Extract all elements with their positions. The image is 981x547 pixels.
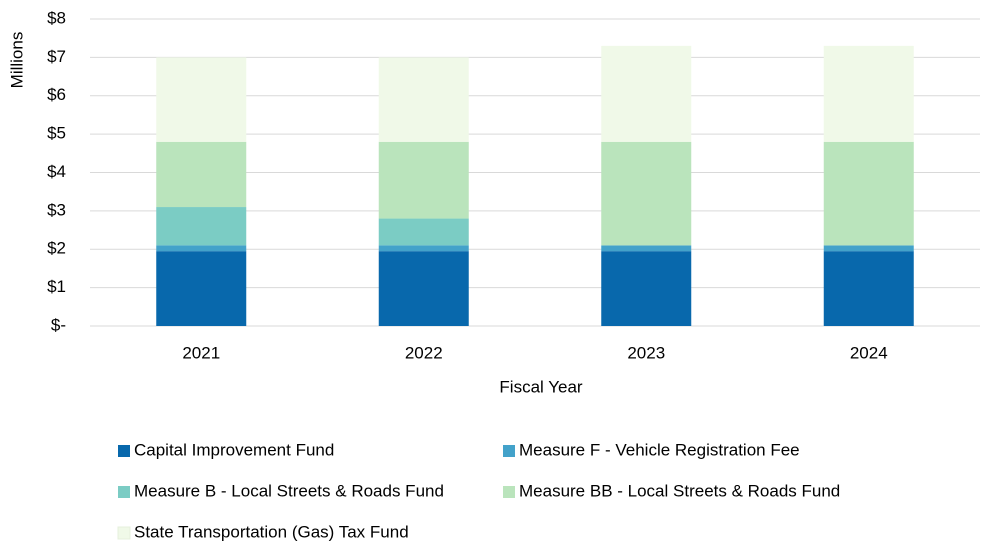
y-tick-label: $7 xyxy=(47,47,66,66)
legend-swatch xyxy=(503,445,515,457)
y-tick-label: $2 xyxy=(47,239,66,258)
bar-segment xyxy=(378,251,469,326)
bar-segment xyxy=(156,141,247,208)
legend-swatch xyxy=(117,526,131,540)
bar-segment xyxy=(601,45,692,142)
bar-segment xyxy=(156,251,247,326)
x-tick-label: 2024 xyxy=(850,343,888,362)
y-tick-label: $6 xyxy=(47,85,66,104)
bar-segment xyxy=(823,141,914,246)
bar-segment xyxy=(378,57,469,142)
y-tick-label: $5 xyxy=(47,124,66,143)
y-tick-label: $- xyxy=(51,315,66,334)
y-tick-label: $4 xyxy=(47,162,66,181)
legend-swatch xyxy=(118,486,130,498)
legend-label: Measure F - Vehicle Registration Fee xyxy=(519,440,800,459)
x-tick-label: 2022 xyxy=(405,343,443,362)
y-tick-label: $1 xyxy=(47,277,66,296)
bar-segment xyxy=(378,245,469,252)
x-axis-label: Fiscal Year xyxy=(499,377,582,396)
legend-label: Capital Improvement Fund xyxy=(134,440,334,459)
legend-swatch xyxy=(503,486,515,498)
bar-segment xyxy=(378,218,469,246)
bar-segment xyxy=(601,245,692,252)
y-tick-label: $3 xyxy=(47,200,66,219)
legend-label: Measure BB - Local Streets & Roads Fund xyxy=(519,481,840,500)
bar-segment xyxy=(378,141,469,219)
bar-segment xyxy=(601,141,692,246)
bar-segment xyxy=(156,245,247,252)
bar-segment xyxy=(601,251,692,326)
legend-label: Measure B - Local Streets & Roads Fund xyxy=(134,481,444,500)
x-tick-label: 2021 xyxy=(182,343,220,362)
y-axis-label: Millions xyxy=(7,32,26,89)
bar-segment xyxy=(823,245,914,252)
bar-segment xyxy=(156,57,247,142)
bar-segment xyxy=(156,207,247,246)
y-tick-label: $8 xyxy=(47,8,66,27)
legend-label: State Transportation (Gas) Tax Fund xyxy=(134,522,409,541)
legend-swatch xyxy=(118,445,130,457)
bar-segment xyxy=(823,45,914,142)
x-tick-label: 2023 xyxy=(627,343,665,362)
bar-segment xyxy=(823,251,914,326)
